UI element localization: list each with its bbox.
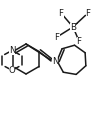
Text: F: F: [76, 37, 81, 45]
Text: F: F: [59, 9, 64, 18]
Text: B: B: [70, 23, 76, 31]
Text: N: N: [9, 46, 15, 55]
Text: N: N: [52, 56, 58, 66]
Text: F: F: [85, 9, 90, 18]
Text: −: −: [74, 20, 78, 26]
Text: O: O: [9, 66, 15, 75]
Text: F: F: [54, 32, 59, 42]
